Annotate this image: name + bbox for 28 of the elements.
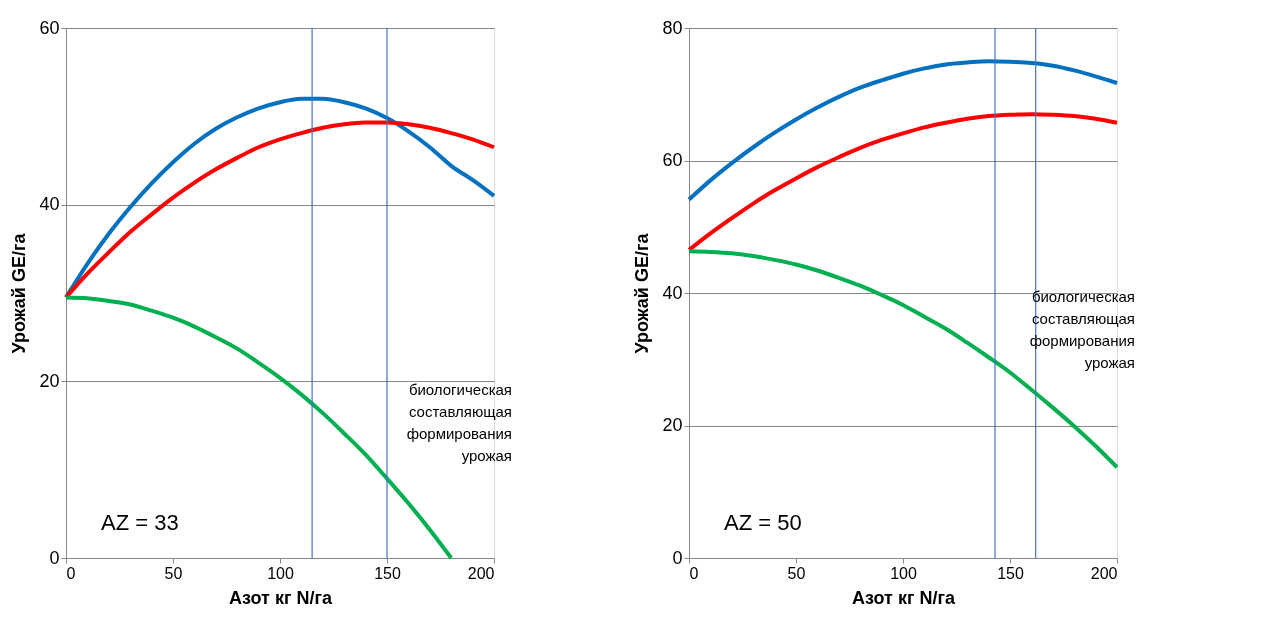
annotation: биологическая составляющая формирования урожая	[406, 381, 512, 464]
x-tick-label: 100	[267, 564, 294, 582]
x-tick-label: 150	[997, 564, 1024, 582]
annotation: AZ = 33	[101, 510, 179, 535]
x-tick-label: 50	[164, 564, 183, 582]
y-axis-title: Урожай GE/га	[9, 232, 30, 354]
y-tick-label: 60	[662, 150, 683, 170]
line-series	[687, 112, 1119, 252]
x-axis-title: Азот кг N/га	[852, 587, 956, 608]
x-tick-label: 0	[66, 564, 76, 582]
y-tick-label: 20	[39, 370, 60, 391]
y-tick-label: 40	[662, 282, 683, 303]
y-tick-label: 60	[39, 17, 60, 38]
x-axis-title: Азот кг N/га	[229, 587, 333, 608]
x-tick-label: 100	[890, 564, 917, 582]
x-tick-label: 200	[1090, 564, 1118, 582]
x-tick-label: 50	[787, 564, 806, 582]
y-tick-label: 80	[662, 17, 683, 38]
x-tick-label: 0	[689, 564, 699, 582]
line-series	[687, 59, 1119, 202]
y-axis-title: Урожай GE/га	[632, 232, 653, 354]
y-tick-label: 0	[672, 547, 683, 568]
annotation: AZ = 50	[724, 510, 802, 535]
y-tick-label: 20	[662, 415, 683, 435]
y-tick-label: 0	[49, 547, 60, 568]
y-tick-label: 40	[39, 194, 60, 215]
x-tick-label: 200	[467, 564, 495, 582]
x-tick-label: 150	[374, 564, 401, 582]
